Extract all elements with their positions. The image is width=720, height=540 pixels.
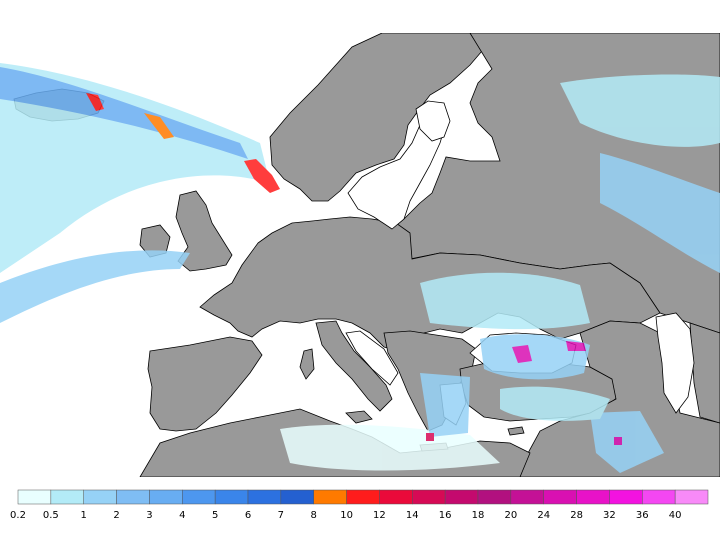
legend-box-32 <box>609 489 643 505</box>
atlantic-precip-band <box>0 63 270 273</box>
legend-label-28: 28 <box>570 510 583 521</box>
legend-box-6 <box>247 489 282 505</box>
legend-label-32: 32 <box>603 510 616 521</box>
legend-label-6: 6 <box>245 510 251 521</box>
legend-label-10: 10 <box>340 510 353 521</box>
legend-box-10 <box>346 489 380 505</box>
crete-heavy-precip <box>426 433 434 441</box>
mediterranean-precip <box>280 424 500 471</box>
east-europe-precip <box>420 272 590 330</box>
legend-label-14: 14 <box>406 510 419 521</box>
middle-east-heavy-precip <box>614 437 622 445</box>
scandinavia-land <box>269 33 483 202</box>
precipitation-legend: 0.2 0.5 1 2 3 4 5 6 7 8 10 12 14 16 18 20 24 28 32 36 40 <box>10 489 709 521</box>
legend-box-2 <box>116 489 150 505</box>
legend-tick-labels: 0.2 0.5 1 2 3 4 5 6 7 8 10 12 14 16 18 20 24 28 32 36 40 <box>10 510 681 521</box>
legend-box-8 <box>313 489 347 505</box>
black-sea-heavy-precip-2 <box>566 341 586 351</box>
caspian-sea <box>655 312 695 414</box>
legend-box-16 <box>444 489 479 505</box>
russia-light-precip <box>560 74 720 147</box>
faroe-heavy-precip <box>144 113 174 139</box>
iberia-land <box>147 336 263 432</box>
middle-east-precip <box>590 411 664 473</box>
adriatic-sea <box>345 330 399 386</box>
iceland-heavy-precip <box>86 93 104 111</box>
atlantic-precip-core <box>0 67 248 159</box>
legend-label-7: 7 <box>278 510 284 521</box>
legend-label-20: 20 <box>504 510 517 521</box>
legend-label-0.2: 0.2 <box>10 510 26 521</box>
norway-heavy-precip <box>244 159 280 193</box>
legend-label-5: 5 <box>212 510 218 521</box>
legend-label-18: 18 <box>472 510 485 521</box>
legend-box-18 <box>477 489 512 505</box>
great-britain-land <box>175 190 233 272</box>
legend-box-0.5 <box>50 489 84 505</box>
legend-label-4: 4 <box>179 510 185 521</box>
black-sea-precip <box>480 334 590 380</box>
legend-label-36: 36 <box>636 510 649 521</box>
legend-box-24 <box>543 489 577 505</box>
black-sea-heavy-precip-1 <box>512 345 532 363</box>
legend-box-7 <box>280 489 314 505</box>
legend-box-14 <box>412 489 446 505</box>
legend-box-5 <box>214 489 249 505</box>
legend-box-40 <box>674 489 709 505</box>
legend-box-1 <box>83 489 117 505</box>
legend-box-36 <box>642 489 676 505</box>
legend-label-8: 8 <box>311 510 317 521</box>
aegean-precip <box>420 373 470 437</box>
legend-label-12: 12 <box>373 510 386 521</box>
legend-box-3 <box>149 489 183 505</box>
precipitation-map <box>0 33 720 477</box>
precipitation-overlay <box>0 63 720 473</box>
legend-label-1: 1 <box>81 510 87 521</box>
legend-label-0.5: 0.5 <box>43 510 59 521</box>
turkey-precip <box>500 386 610 421</box>
atlantic-precip-lower <box>0 250 190 323</box>
legend-label-40: 40 <box>669 510 682 521</box>
sardinia-land <box>299 348 315 380</box>
legend-box-20 <box>510 489 544 505</box>
caucasus-middle-east-land <box>519 320 720 477</box>
legend-box-28 <box>576 489 610 505</box>
sicily-land <box>345 410 373 424</box>
legend-label-2: 2 <box>113 510 119 521</box>
legend-label-24: 24 <box>537 510 550 521</box>
legend-box-4 <box>182 489 216 505</box>
legend-box-0.2 <box>17 489 52 505</box>
legend-box-12 <box>379 489 413 505</box>
russia-east-precip <box>600 153 720 273</box>
legend-label-3: 3 <box>146 510 152 521</box>
gulf-of-bothnia <box>415 100 451 142</box>
italy-land <box>315 320 393 412</box>
legend-label-16: 16 <box>439 510 452 521</box>
cyprus-land <box>507 426 525 436</box>
legend-color-boxes <box>17 489 709 505</box>
